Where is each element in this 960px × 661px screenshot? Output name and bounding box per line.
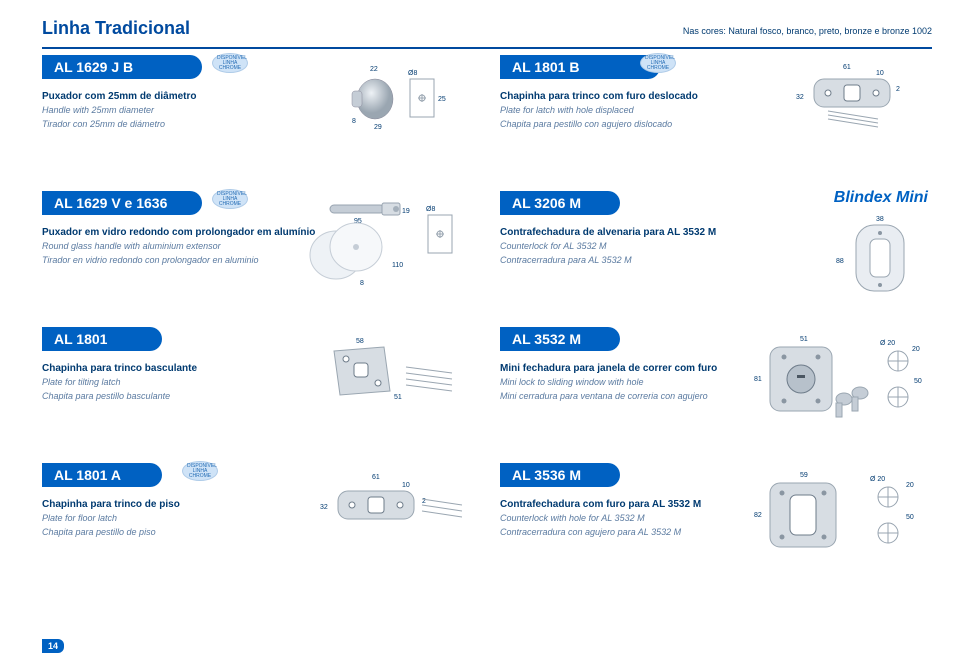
- illustration: 51 81 Ø 20 20 50: [748, 333, 928, 419]
- svg-text:20: 20: [906, 482, 914, 489]
- divider: [42, 47, 932, 49]
- card-code: AL 3536 M: [500, 463, 620, 487]
- chrome-bottom: LINHA CHROME: [219, 60, 241, 71]
- card-code: AL 1629 J B: [42, 55, 202, 79]
- svg-text:50: 50: [914, 378, 922, 385]
- svg-text:2: 2: [896, 86, 900, 93]
- card-code: AL 1801: [42, 327, 162, 351]
- card-1801a: AL 1801 A DISPONÍVEL LINHA CHROME Chapin…: [42, 463, 474, 571]
- plate-svg: 61 10 2 32: [788, 61, 928, 131]
- chrome-bottom: LINHA CHROME: [219, 196, 241, 207]
- svg-text:20: 20: [912, 346, 920, 353]
- svg-text:Ø8: Ø8: [426, 206, 435, 213]
- knob-svg: 22 8 29 25 Ø8: [330, 61, 470, 131]
- card-code: AL 1801 A: [42, 463, 162, 487]
- card-1801: AL 1801 Chapinha para trinco basculante …: [42, 327, 474, 435]
- svg-text:61: 61: [843, 64, 851, 71]
- svg-text:22: 22: [370, 66, 378, 73]
- svg-text:81: 81: [754, 376, 762, 383]
- svg-text:19: 19: [402, 208, 410, 215]
- chrome-bottom: LINHA CHROME: [647, 60, 669, 71]
- svg-text:61: 61: [372, 474, 380, 481]
- card-code: AL 1801 B: [500, 55, 660, 79]
- svg-text:51: 51: [800, 336, 808, 343]
- svg-text:58: 58: [356, 338, 364, 345]
- card-3532m: AL 3532 M Mini fechadura para janela de …: [500, 327, 932, 435]
- chrome-badge: DISPONÍVEL LINHA CHROME: [212, 53, 248, 73]
- chrome-bottom: LINHA CHROME: [189, 468, 211, 479]
- svg-text:32: 32: [796, 94, 804, 101]
- svg-text:8: 8: [352, 118, 356, 125]
- title-bar: Linha Tradicional Nas cores: Natural fos…: [42, 18, 932, 39]
- svg-text:82: 82: [754, 512, 762, 519]
- chrome-badge: DISPONÍVEL LINHA CHROME: [640, 53, 676, 73]
- floor-plate-svg: 61 10 2 32: [310, 469, 470, 539]
- illustration: 95 19 8 110 Ø8: [300, 197, 470, 287]
- lock-svg: 51 81 Ø 20 20 50: [748, 333, 928, 419]
- svg-text:59: 59: [800, 472, 808, 479]
- svg-text:38: 38: [876, 216, 884, 223]
- card-1629v: AL 1629 V e 1636 DISPONÍVEL LINHA CHROME…: [42, 191, 474, 299]
- card-1801b: AL 1801 B DISPONÍVEL LINHA CHROME Chapin…: [500, 55, 932, 163]
- card-3206m: AL 3206 M Blindex Mini Contrafechadura d…: [500, 191, 932, 299]
- svg-text:Ø8: Ø8: [408, 70, 417, 77]
- chrome-badge: DISPONÍVEL LINHA CHROME: [182, 461, 218, 481]
- svg-text:Ø 20: Ø 20: [870, 476, 885, 483]
- card-code: AL 1629 V e 1636: [42, 191, 202, 215]
- svg-text:88: 88: [836, 258, 844, 265]
- illustration: 61 10 2 32: [310, 469, 470, 539]
- blindex-label: Blindex Mini: [834, 189, 928, 207]
- svg-text:50: 50: [906, 514, 914, 521]
- svg-text:110: 110: [392, 262, 403, 269]
- svg-text:29: 29: [374, 124, 382, 131]
- illustration: 58 51: [320, 333, 470, 409]
- svg-text:51: 51: [394, 394, 402, 401]
- page-title: Linha Tradicional: [42, 18, 190, 39]
- glass-handle-svg: 95 19 8 110 Ø8: [300, 197, 470, 287]
- svg-text:25: 25: [438, 96, 446, 103]
- illustration: 61 10 2 32: [788, 61, 928, 131]
- svg-text:10: 10: [402, 482, 410, 489]
- card-3536m: AL 3536 M Contrafechadura com furo para …: [500, 463, 932, 571]
- svg-text:Ø 20: Ø 20: [880, 340, 895, 347]
- color-note: Nas cores: Natural fosco, branco, preto,…: [683, 26, 932, 36]
- counterlock-svg: 38 88: [828, 213, 928, 297]
- illustration: 38 88: [828, 213, 928, 297]
- card-code: AL 3206 M: [500, 191, 620, 215]
- tilt-plate-svg: 58 51: [320, 333, 470, 409]
- counterlock-hole-svg: 59 82 Ø 20 20 50: [748, 469, 928, 555]
- illustration: 22 8 29 25 Ø8: [330, 61, 470, 131]
- card-code: AL 3532 M: [500, 327, 620, 351]
- product-grid: AL 1629 J B DISPONÍVEL LINHA CHROME Puxa…: [42, 55, 932, 571]
- svg-text:32: 32: [320, 504, 328, 511]
- chrome-badge: DISPONÍVEL LINHA CHROME: [212, 189, 248, 209]
- page-number: 14: [42, 639, 64, 653]
- illustration: 59 82 Ø 20 20 50: [748, 469, 928, 555]
- svg-text:8: 8: [360, 280, 364, 287]
- svg-text:10: 10: [876, 70, 884, 77]
- card-1629jb: AL 1629 J B DISPONÍVEL LINHA CHROME Puxa…: [42, 55, 474, 163]
